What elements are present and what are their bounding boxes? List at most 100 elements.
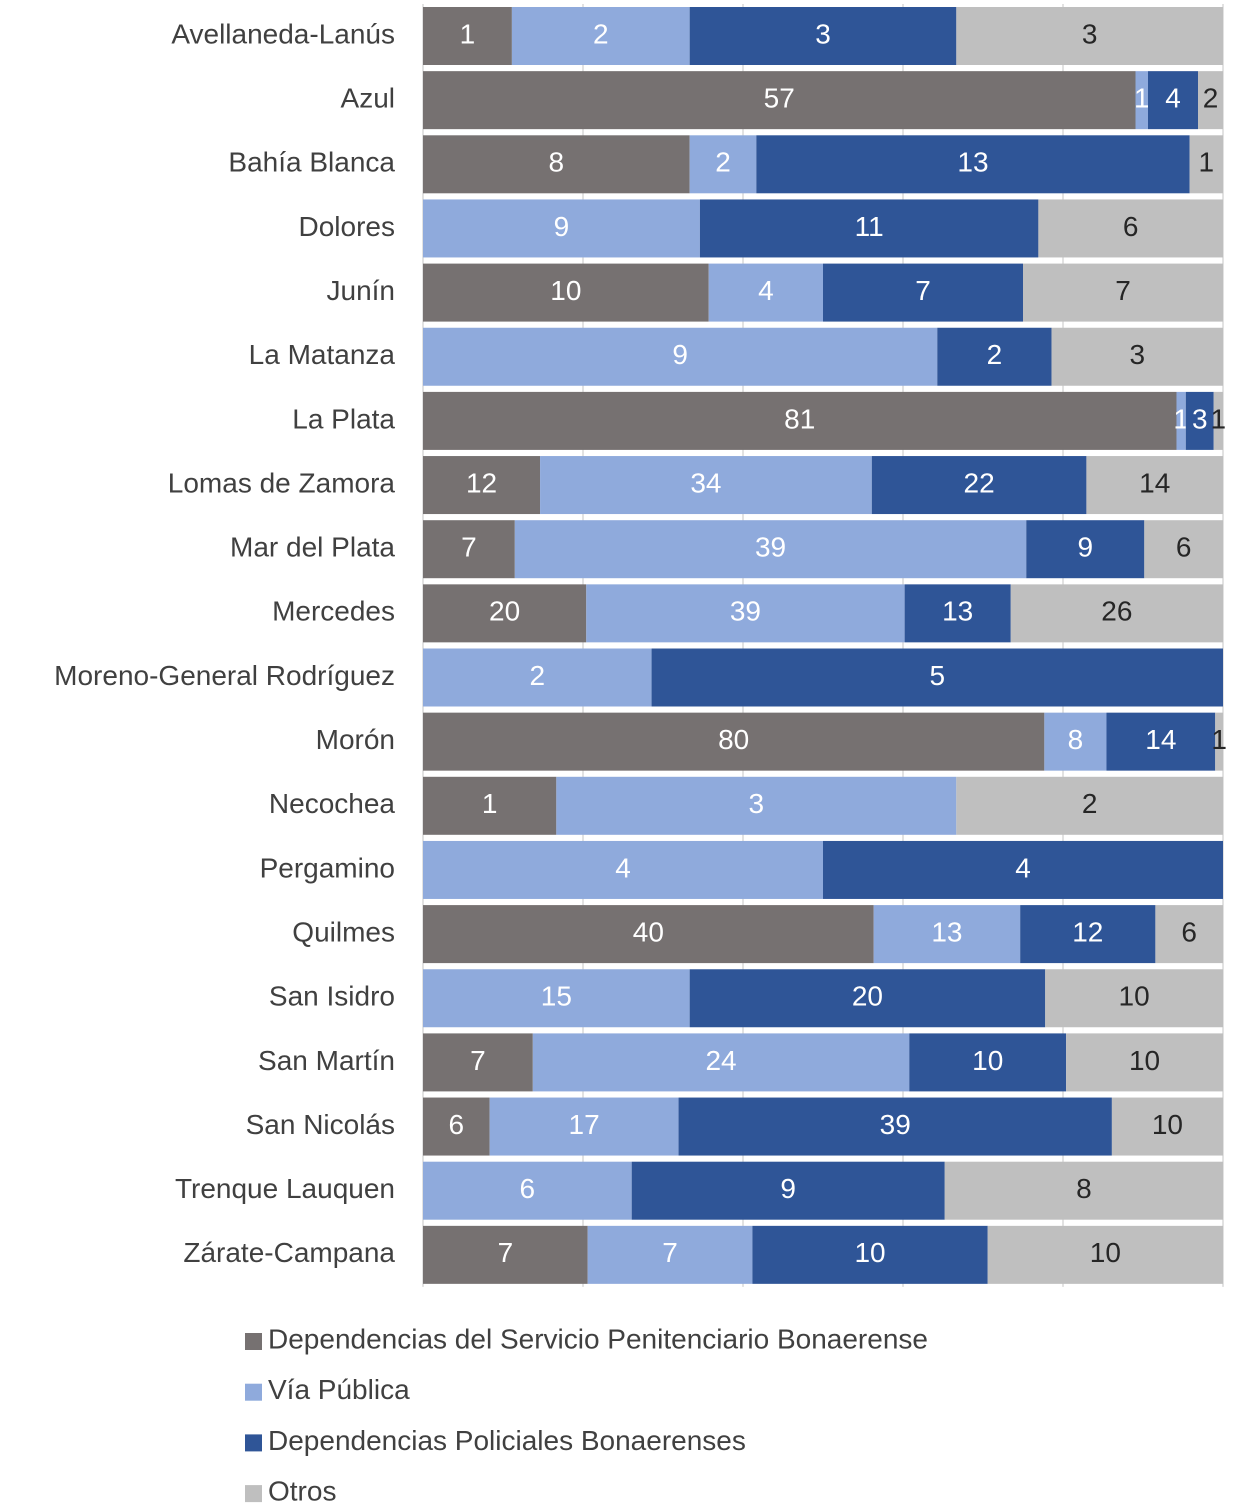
- bar-segment: [511, 7, 690, 65]
- bar-segment: [1045, 969, 1223, 1028]
- data-label: 3: [1192, 403, 1208, 434]
- legend-swatch: [245, 1383, 262, 1401]
- data-label: 10: [972, 1045, 1003, 1076]
- legend-label: Vía Pública: [268, 1374, 410, 1405]
- y-tick-label: Mercedes: [272, 596, 395, 627]
- data-label: 1: [1199, 147, 1215, 178]
- bar-segment: [423, 776, 557, 835]
- bar-segment: [423, 71, 1136, 130]
- data-label: 9: [780, 1173, 796, 1204]
- y-tick-label: Lomas de Zamora: [168, 467, 396, 498]
- y-tick-label: Trenque Lauquen: [175, 1173, 395, 1204]
- data-label: 20: [489, 596, 520, 627]
- y-tick-label: Moreno-General Rodríguez: [54, 660, 395, 691]
- bar-segment: [423, 1161, 632, 1220]
- bar-segment: [423, 7, 512, 65]
- bar-segment: [651, 648, 1223, 707]
- data-label: 1: [482, 788, 498, 819]
- y-tick-label: La Plata: [292, 403, 395, 434]
- data-label: 81: [784, 403, 815, 434]
- bar-segment: [1051, 327, 1223, 386]
- bar-segment: [423, 327, 938, 386]
- bar-segment: [1148, 71, 1198, 130]
- bar-segment: [423, 520, 515, 579]
- bar-segment: [1185, 391, 1214, 450]
- bar-segment: [423, 648, 652, 707]
- bar-segment: [956, 7, 1223, 65]
- y-tick-label: Dolores: [299, 211, 395, 242]
- data-label: 4: [1165, 83, 1181, 114]
- bar-segment: [556, 776, 957, 835]
- data-label: 39: [755, 532, 786, 563]
- data-label: 3: [1129, 339, 1145, 370]
- bar-segment: [1111, 1097, 1223, 1156]
- data-label: 34: [690, 467, 721, 498]
- data-label: 4: [615, 852, 631, 883]
- y-tick-label: La Matanza: [249, 339, 396, 370]
- y-tick-label: San Nicolás: [246, 1109, 395, 1140]
- bar-segment: [956, 776, 1223, 835]
- legend-swatch: [245, 1434, 262, 1452]
- bar-segment: [752, 1225, 988, 1284]
- y-tick-label: San Isidro: [269, 981, 395, 1012]
- bar-segment: [987, 1225, 1223, 1284]
- data-label: 15: [541, 981, 572, 1012]
- bar-segment: [631, 1161, 945, 1220]
- y-tick-label: Zárate-Campana: [183, 1237, 395, 1268]
- bar-segment: [423, 135, 690, 194]
- bar-segment: [937, 327, 1052, 386]
- legend-label: Dependencias Policiales Bonaerenses: [268, 1425, 746, 1456]
- data-label: 6: [520, 1173, 536, 1204]
- bar-segment: [423, 1033, 533, 1092]
- bar-segment: [1155, 905, 1223, 964]
- data-label: 4: [1015, 852, 1031, 883]
- bar-segment: [708, 263, 823, 322]
- bar-segment: [1106, 712, 1216, 771]
- legend-label: Dependencias del Servicio Penitenciario …: [268, 1323, 928, 1354]
- data-label: 22: [964, 467, 995, 498]
- bar-segment: [1026, 520, 1145, 579]
- bar-segment: [904, 584, 1011, 643]
- data-label: 10: [550, 275, 581, 306]
- bar-segment: [871, 456, 1087, 515]
- bar-segment: [423, 905, 874, 964]
- bar-segment: [423, 1097, 490, 1156]
- data-label: 26: [1101, 596, 1132, 627]
- bar-segment: [532, 1033, 910, 1092]
- bar-segment: [1189, 135, 1223, 194]
- y-tick-label: Morón: [316, 724, 395, 755]
- bar-segment: [423, 1225, 588, 1284]
- data-label: 14: [1139, 467, 1170, 498]
- data-label: 12: [1072, 916, 1103, 947]
- bar-segment: [823, 263, 1023, 322]
- data-label: 2: [1203, 83, 1219, 114]
- data-label: 3: [749, 788, 765, 819]
- bar-segment: [1020, 905, 1156, 964]
- data-label: 2: [1082, 788, 1098, 819]
- data-label: 14: [1145, 724, 1176, 755]
- data-label: 6: [1181, 916, 1197, 947]
- bar-segment: [873, 905, 1021, 964]
- y-tick-label: Azul: [341, 83, 395, 114]
- data-label: 13: [957, 147, 988, 178]
- bar-segment: [489, 1097, 679, 1156]
- bar-segment: [586, 584, 905, 643]
- data-label: 8: [549, 147, 565, 178]
- bar-segment: [1144, 520, 1223, 579]
- bar-segment: [756, 135, 1190, 194]
- data-label: 7: [461, 532, 477, 563]
- data-label: 8: [1068, 724, 1084, 755]
- y-tick-label: Pergamino: [260, 852, 395, 883]
- legend-label: Otros: [268, 1475, 336, 1506]
- bar-segment: [1086, 456, 1223, 515]
- legend-swatch: [245, 1485, 262, 1503]
- bar-segment: [1198, 71, 1223, 130]
- y-tick-label: Mar del Plata: [230, 532, 395, 563]
- data-label: 6: [449, 1109, 465, 1140]
- data-label: 10: [854, 1237, 885, 1268]
- data-label: 7: [498, 1237, 514, 1268]
- y-tick-label: San Martín: [258, 1045, 395, 1076]
- bar-segment: [699, 199, 1039, 258]
- bar-segment: [689, 969, 1046, 1028]
